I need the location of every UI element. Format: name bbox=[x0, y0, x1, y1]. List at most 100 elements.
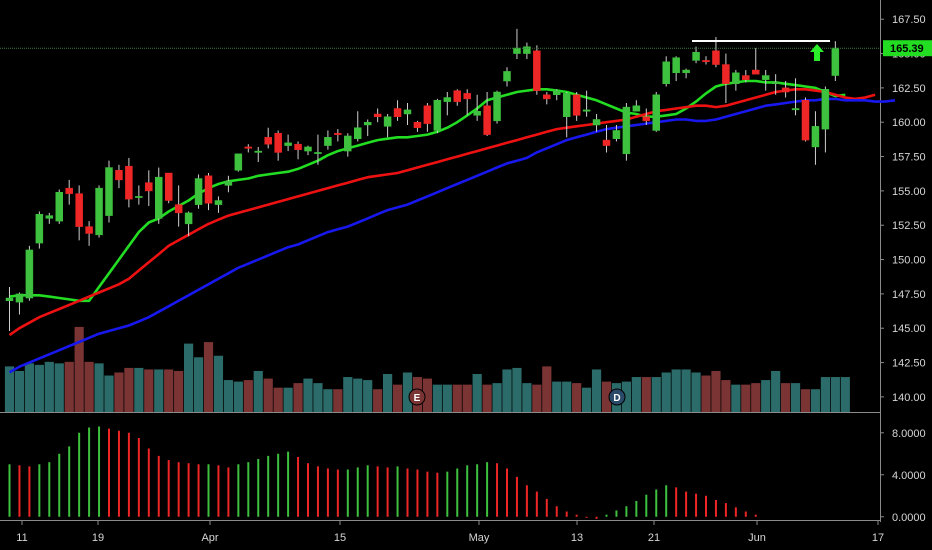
candle-body bbox=[274, 132, 282, 153]
candle-body bbox=[413, 121, 422, 128]
candle-body bbox=[592, 119, 601, 126]
volume-bar bbox=[283, 387, 293, 412]
volume-bar bbox=[134, 367, 144, 412]
candle-body bbox=[742, 75, 750, 80]
volume-bar bbox=[203, 342, 214, 412]
candle-body bbox=[692, 51, 700, 61]
time-tick-label: Jun bbox=[748, 532, 766, 544]
volume-bar bbox=[492, 383, 502, 412]
candle-body bbox=[145, 182, 153, 192]
volume-bar bbox=[502, 369, 512, 412]
candle-body bbox=[672, 57, 680, 74]
volume-bar bbox=[373, 389, 383, 412]
volume-bar bbox=[641, 377, 651, 412]
time-tick-label: 17 bbox=[872, 532, 884, 544]
volume-bar bbox=[343, 377, 353, 412]
candle-body bbox=[65, 187, 73, 194]
time-tick-label: Apr bbox=[201, 532, 218, 544]
volume-bar bbox=[353, 378, 363, 412]
indicator-tick-label: 0.0000 bbox=[892, 512, 926, 524]
price-tick-label: 155.00 bbox=[892, 186, 926, 198]
volume-bar bbox=[601, 381, 612, 412]
volume-bar bbox=[542, 366, 552, 412]
candle-body bbox=[503, 71, 511, 82]
candle-body bbox=[294, 143, 302, 150]
volume-bar bbox=[422, 378, 432, 412]
candle-body bbox=[562, 93, 571, 117]
volume-bar bbox=[452, 384, 462, 412]
price-tick-label: 162.50 bbox=[892, 83, 926, 95]
candle-body bbox=[234, 153, 243, 171]
volume-bar bbox=[582, 387, 592, 412]
volume-bar bbox=[74, 326, 84, 412]
time-tick-label: 19 bbox=[92, 532, 104, 544]
candle-body bbox=[334, 132, 342, 135]
candle-body bbox=[25, 249, 34, 299]
last-price-label: 165.39 bbox=[890, 43, 924, 55]
candle-body bbox=[5, 297, 14, 302]
candle-body bbox=[95, 187, 103, 236]
ma-mid-line bbox=[8, 88, 876, 337]
volume-bar bbox=[164, 369, 174, 412]
volume-bar bbox=[14, 370, 25, 412]
dividend-marker-label: D bbox=[613, 393, 620, 404]
candle-body bbox=[194, 178, 203, 205]
ma-fast-line bbox=[9, 79, 846, 303]
candle-body bbox=[771, 82, 780, 85]
candle-body bbox=[722, 64, 730, 85]
candle-body bbox=[344, 135, 352, 152]
volume-bar bbox=[800, 389, 811, 412]
candle-body bbox=[433, 100, 442, 131]
price-tick-label: 147.50 bbox=[892, 289, 926, 301]
candle-body bbox=[821, 89, 830, 130]
volume-bar bbox=[114, 372, 124, 412]
time-tick-label: 15 bbox=[334, 532, 346, 544]
candle-body bbox=[612, 130, 621, 139]
volume-bar bbox=[333, 389, 343, 412]
volume-bar bbox=[631, 377, 641, 412]
volume-bar bbox=[731, 384, 741, 412]
candle-body bbox=[164, 172, 173, 201]
volume-bar bbox=[671, 369, 681, 412]
volume-bar bbox=[621, 381, 631, 412]
candle-body bbox=[652, 94, 660, 131]
volume-bar bbox=[213, 355, 224, 412]
time-tick-label: 13 bbox=[571, 532, 583, 544]
volume-bar bbox=[711, 370, 721, 412]
candle-body bbox=[801, 100, 810, 141]
volume-bar bbox=[482, 384, 492, 412]
candle-body bbox=[254, 150, 262, 153]
grid bbox=[0, 0, 881, 522]
candle-body bbox=[383, 116, 392, 127]
candle-body bbox=[463, 93, 471, 100]
volume-bar bbox=[751, 383, 761, 412]
ma-slow-line bbox=[8, 97, 896, 374]
volume-bar bbox=[830, 377, 840, 412]
indicator-tick-label: 8.0000 bbox=[892, 428, 926, 440]
volume-bar bbox=[810, 389, 821, 412]
candle-body bbox=[582, 109, 591, 112]
volume-bar bbox=[741, 384, 751, 412]
candle-body bbox=[204, 175, 213, 204]
volume-bars bbox=[4, 326, 850, 412]
volume-bar bbox=[562, 381, 572, 412]
candle-body bbox=[373, 113, 382, 117]
volume-bar bbox=[432, 384, 442, 412]
volume-bar bbox=[193, 357, 204, 412]
candle-body bbox=[354, 127, 362, 139]
volume-bar bbox=[273, 387, 283, 412]
candle-body bbox=[533, 50, 541, 91]
moving-averages bbox=[8, 79, 896, 374]
price-tick-label: 140.00 bbox=[892, 392, 926, 404]
volume-bar bbox=[174, 370, 184, 412]
earnings-marker-label: E bbox=[414, 393, 421, 404]
candle-body bbox=[443, 97, 452, 102]
candle-body bbox=[791, 108, 800, 111]
volume-bar bbox=[512, 367, 522, 412]
volume-bar bbox=[472, 374, 482, 412]
candle-body bbox=[264, 137, 272, 145]
green-up-arrow bbox=[810, 44, 824, 61]
volume-bar bbox=[552, 381, 562, 412]
indicator-tick-label: 4.0000 bbox=[892, 470, 926, 482]
